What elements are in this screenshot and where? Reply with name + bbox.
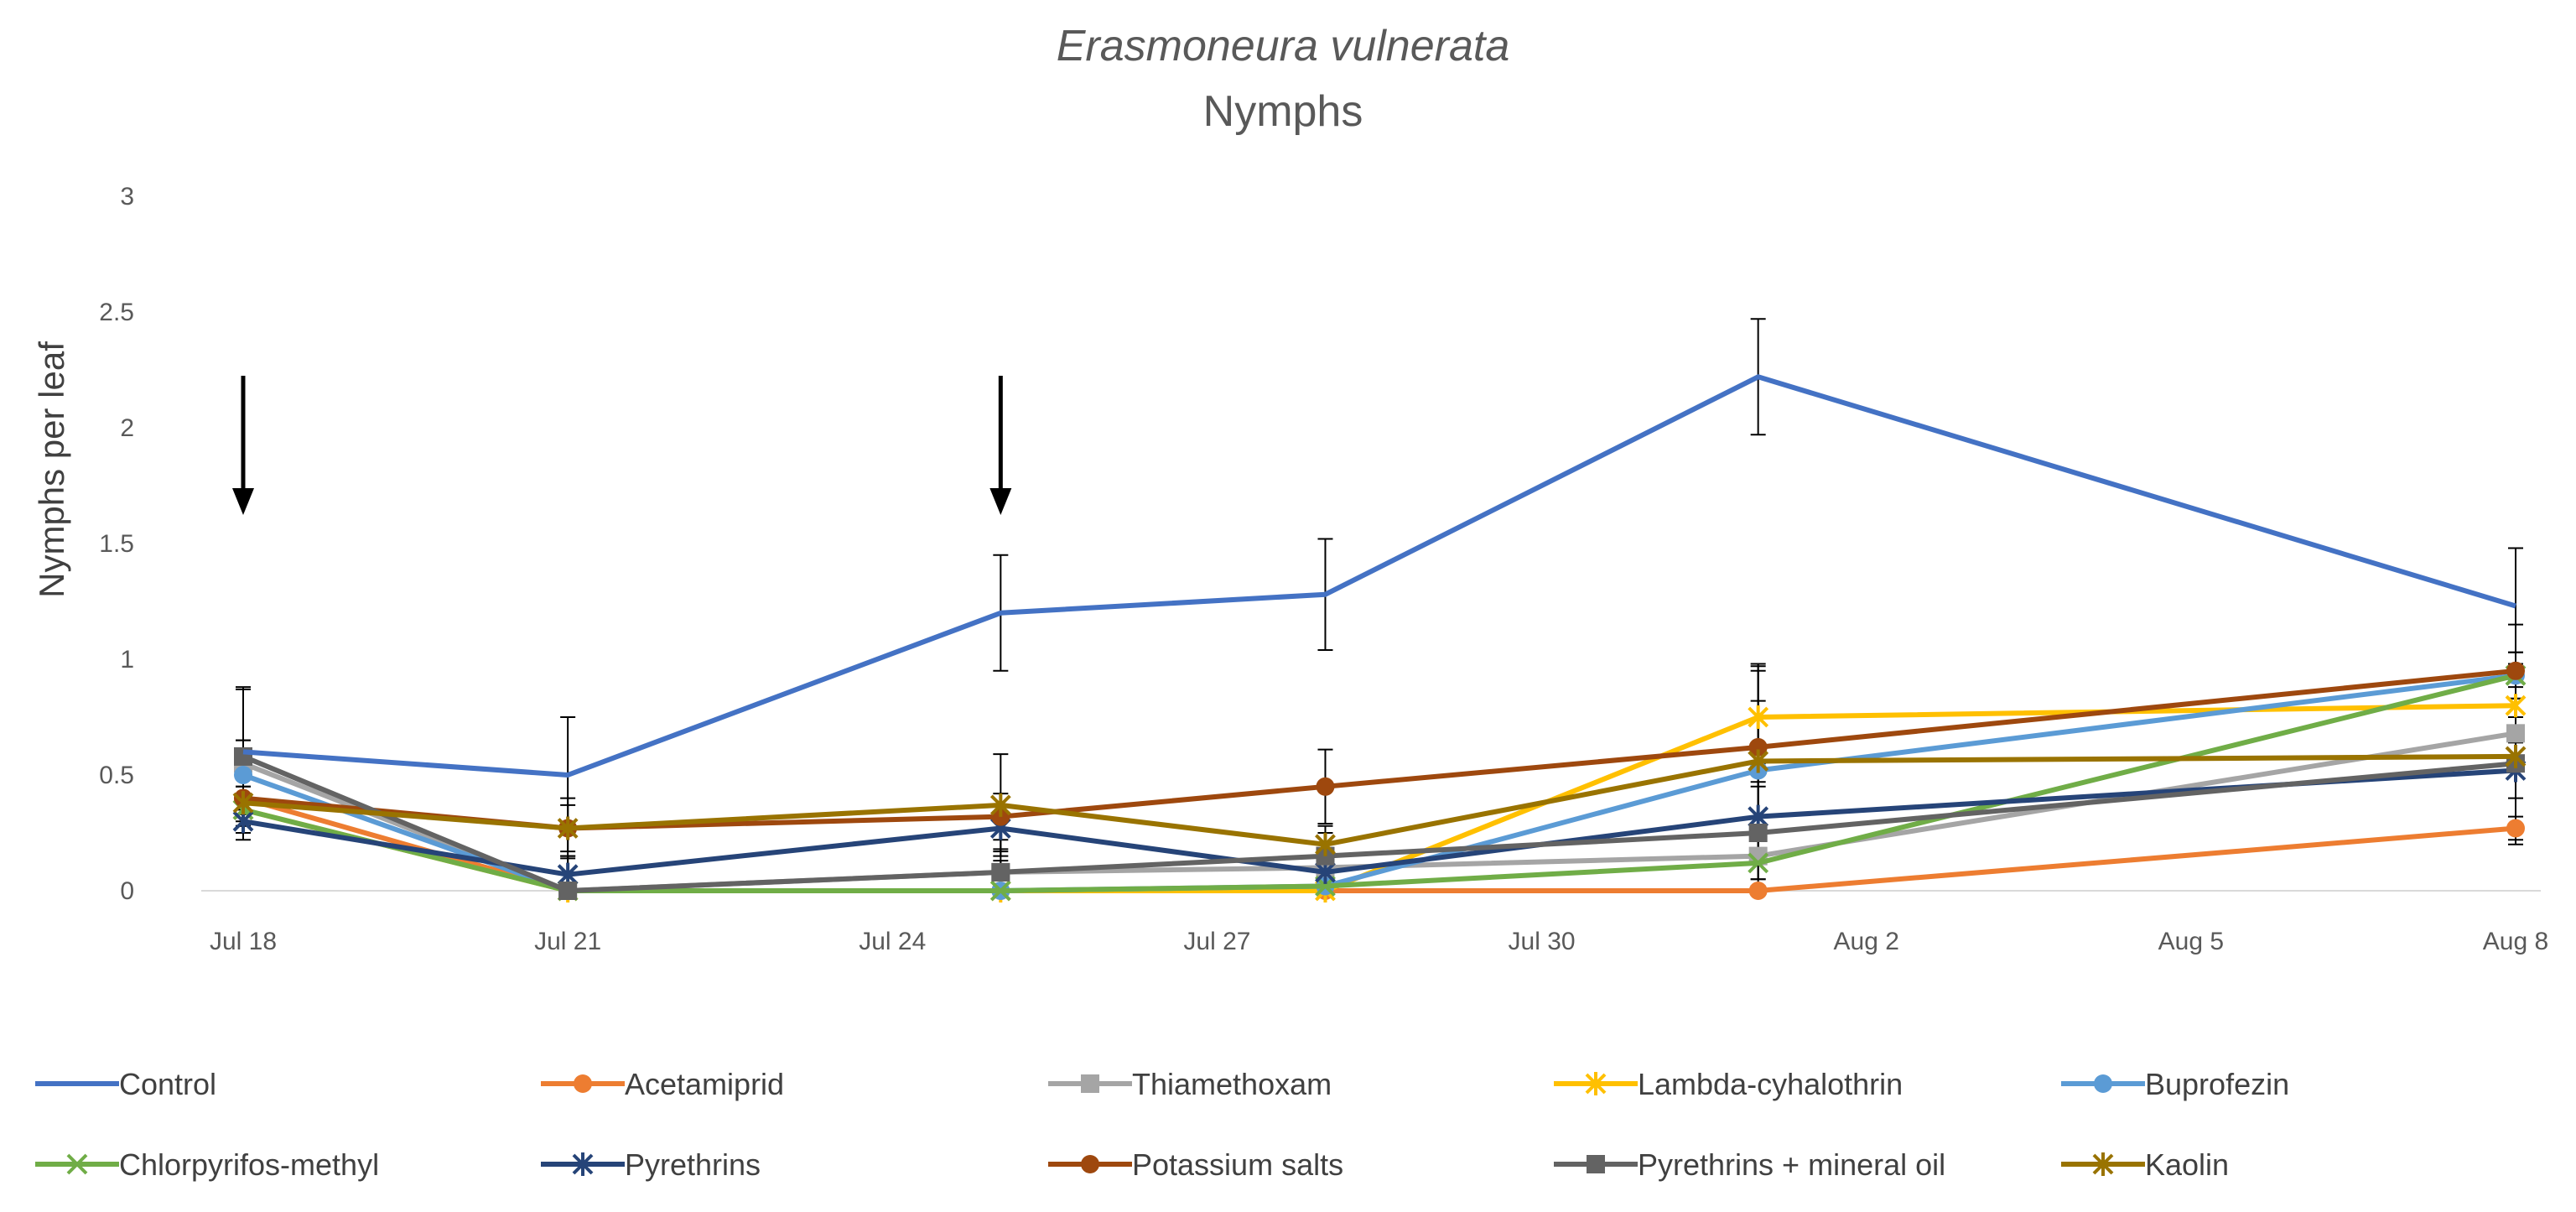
x-tick-label: Jul 27 xyxy=(1183,928,1250,955)
series-pyrethrins xyxy=(232,758,2527,887)
application-arrow xyxy=(232,376,254,515)
x-tick-label: Aug 8 xyxy=(2483,928,2548,955)
legend-label: Lambda-cyhalothrin xyxy=(1638,1067,1903,1101)
legend-item: Thiamethoxam xyxy=(1048,1067,1332,1101)
arrow-head xyxy=(989,488,1012,515)
series-line xyxy=(242,753,2516,847)
legend: Control Acetamiprid Thiamethoxam Lambda-cyh… xyxy=(35,1067,2289,1182)
chart-title: Erasmoneura vulnerata xyxy=(1057,22,1510,70)
data-point xyxy=(1748,882,1768,900)
y-tick-label: 1.5 xyxy=(99,530,134,558)
legend-item: Potassium salts xyxy=(1048,1147,1343,1182)
x-tick-label: Jul 24 xyxy=(859,928,926,955)
data-point xyxy=(1585,1072,1607,1095)
series-line xyxy=(242,673,2516,893)
data-point xyxy=(1748,749,1769,773)
y-tick-label: 0 xyxy=(120,877,134,905)
plot-area: 0 0.5 1 1.5 2 2.5 3 Jul 18 Jul 21 Jul 24 Jul 27 Jul… xyxy=(99,183,2548,955)
series-kaolin xyxy=(232,744,2527,856)
legend-item: Pyrethrins + mineral oil xyxy=(1554,1147,1945,1182)
y-tick-label: 3 xyxy=(120,183,134,211)
data-point xyxy=(2506,819,2525,838)
data-point xyxy=(989,793,1011,817)
data-point xyxy=(991,862,1010,882)
legend-label: Buprofezin xyxy=(2145,1067,2289,1101)
data-point xyxy=(232,791,254,815)
legend-label: Potassium salts xyxy=(1132,1147,1343,1182)
data-point xyxy=(1748,737,1768,757)
series-line xyxy=(242,374,2516,778)
legend-label: Kaolin xyxy=(2145,1147,2229,1182)
data-point xyxy=(2094,1074,2112,1093)
series-control xyxy=(242,374,2516,778)
data-point xyxy=(1748,705,1769,729)
y-axis-title: Nymphs per leaf xyxy=(32,341,71,598)
data-point xyxy=(1587,1155,1605,1173)
series-potassium-salts xyxy=(234,661,2525,838)
legend-item: Chlorpyrifos-methyl xyxy=(35,1147,379,1182)
application-arrow xyxy=(989,376,1012,515)
data-point xyxy=(574,1074,592,1093)
series-line xyxy=(242,795,2516,893)
y-tick-label: 2 xyxy=(120,414,134,442)
x-tick-label: Jul 21 xyxy=(534,928,601,955)
legend-item: Lambda-cyhalothrin xyxy=(1554,1067,1903,1101)
series-line xyxy=(242,668,2516,831)
data-point xyxy=(1748,824,1768,842)
legend-label: Chlorpyrifos-methyl xyxy=(119,1147,379,1182)
data-point xyxy=(572,1152,594,1176)
data-point xyxy=(1315,832,1336,856)
x-tick-label: Jul 18 xyxy=(210,928,277,955)
y-tick-label: 0.5 xyxy=(99,762,134,789)
legend-label: Pyrethrins + mineral oil xyxy=(1638,1147,1945,1182)
legend-item: Kaolin xyxy=(2061,1147,2229,1182)
data-point xyxy=(1748,852,1769,874)
data-point xyxy=(2092,1152,2114,1176)
legend-item: Buprofezin xyxy=(2061,1067,2289,1101)
legend-item: Pyrethrins xyxy=(541,1147,761,1182)
data-point xyxy=(2506,724,2525,743)
data-point xyxy=(1081,1074,1099,1093)
data-point xyxy=(2506,661,2525,680)
x-tick-label: Aug 2 xyxy=(1834,928,1899,955)
error-bars xyxy=(236,318,2523,892)
data-point xyxy=(557,816,579,840)
chart-subtitle: Nymphs xyxy=(1203,87,1363,136)
y-tick-label: 1 xyxy=(120,646,134,674)
y-tick-label: 2.5 xyxy=(99,299,134,326)
legend-label: Acetamiprid xyxy=(625,1067,784,1101)
data-point xyxy=(234,766,252,784)
data-point xyxy=(66,1153,88,1175)
data-point xyxy=(989,880,1011,902)
data-point xyxy=(2505,694,2527,718)
data-point xyxy=(558,882,578,900)
legend-label: Control xyxy=(119,1067,216,1101)
legend-item: Acetamiprid xyxy=(541,1067,784,1101)
arrow-head xyxy=(232,488,254,515)
data-point xyxy=(1316,777,1335,796)
x-tick-label: Jul 30 xyxy=(1509,928,1576,955)
x-tick-label: Aug 5 xyxy=(2158,928,2224,955)
data-point xyxy=(1081,1155,1099,1173)
legend-label: Pyrethrins xyxy=(625,1147,761,1182)
series-line xyxy=(242,754,2516,893)
data-point xyxy=(2505,744,2527,768)
legend-label: Thiamethoxam xyxy=(1132,1067,1332,1101)
legend-item: Control xyxy=(35,1067,216,1101)
